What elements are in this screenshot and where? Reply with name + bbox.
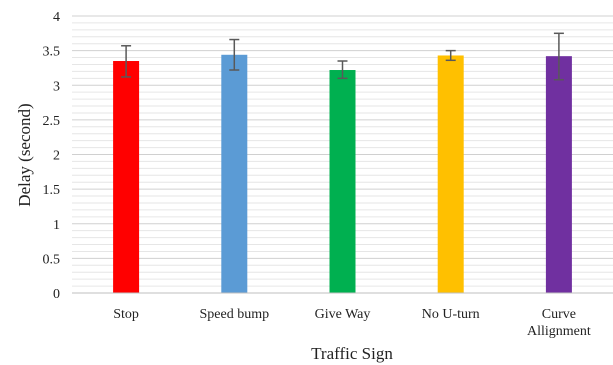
y-tick-label: 3.5: [43, 45, 61, 60]
error-bar: [229, 38, 240, 71]
error-bar: [553, 32, 564, 81]
bar: [437, 55, 464, 293]
x-tick-label: Give Way: [315, 307, 371, 322]
error-bar: [121, 45, 132, 78]
x-axis-title: Traffic Sign: [311, 344, 393, 363]
bar: [221, 54, 248, 293]
y-tick-label: 3: [53, 79, 60, 94]
x-tick-label: Speed bump: [199, 307, 269, 322]
y-tick-label: 0.5: [43, 252, 61, 267]
y-tick-label: 0: [53, 287, 60, 302]
bar: [113, 61, 140, 294]
error-bar: [445, 49, 456, 62]
y-tick-label: 2: [53, 149, 60, 164]
y-tick-label: 1.5: [43, 183, 61, 198]
y-tick-label: 2.5: [43, 114, 61, 129]
y-tick-labels: 0 0.5 1 1.5 2 2.5 3 3.5 4: [43, 10, 61, 302]
x-tick-label: No U-turn: [422, 307, 480, 322]
bars: [113, 54, 572, 294]
x-tick-label: Stop: [113, 307, 139, 322]
bar: [329, 70, 356, 293]
y-tick-label: 4: [53, 10, 60, 25]
x-tick-label: Curve: [542, 307, 576, 322]
x-tick-label: Allignment: [527, 324, 591, 339]
y-tick-label: 1: [53, 218, 60, 233]
x-tick-labels: Stop Speed bump Give Way No U-turn Curve Alli…: [113, 307, 591, 339]
y-axis-title: Delay (second): [15, 103, 34, 206]
error-bars: [121, 32, 564, 81]
error-bar: [337, 60, 348, 80]
bar: [545, 56, 572, 293]
